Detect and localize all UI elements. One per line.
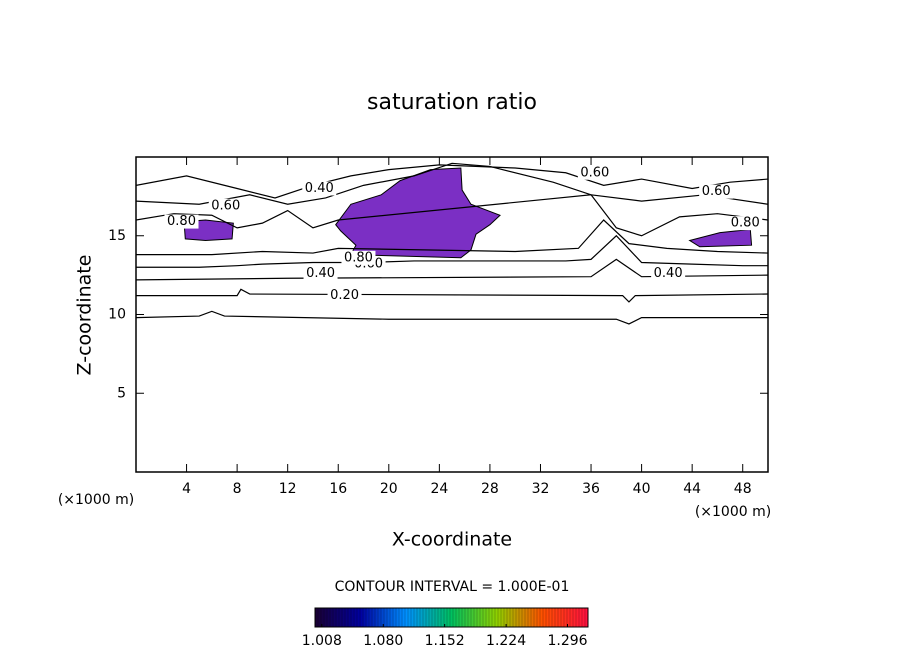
colorbar-tick-label: 1.296 [547, 633, 587, 649]
y-tick-label: 10 [108, 307, 126, 323]
contour-label-bg [208, 198, 243, 213]
chart-title: saturation ratio [367, 90, 537, 115]
x-tick-label: 24 [430, 481, 448, 497]
x-tick-label: 36 [582, 481, 600, 497]
contour-label-bg [327, 288, 362, 303]
contour-line [136, 194, 768, 237]
x-unit: (×1000 m) [695, 504, 771, 520]
contour-label: 0.60 [580, 165, 609, 180]
x-tick-label: 28 [481, 481, 499, 497]
contour-line [136, 162, 768, 205]
colorbar-tick-label: 1.224 [486, 633, 526, 649]
colorbar: 1.008 1.080 1.152 1.224 1.296 [302, 607, 589, 649]
contour-label-bg [728, 216, 763, 231]
x-tick-label: 12 [279, 481, 297, 497]
x-tick-label: 32 [532, 481, 550, 497]
contour-label: 0.40 [305, 181, 334, 196]
contour-interval: CONTOUR INTERVAL = 1.000E-01 [335, 579, 570, 595]
x-tick-label: 4 [182, 481, 191, 497]
filled-region [335, 167, 501, 259]
x-tick-label: 44 [683, 481, 701, 497]
contour-label-bg [164, 214, 199, 229]
y-axis-label: Z-coordinate [74, 255, 96, 376]
contour-line [136, 288, 768, 303]
y-tick-label: 5 [117, 385, 126, 401]
contour-labels: 0.200.400.400.400.600.600.600.600.800.80… [164, 165, 763, 303]
contour-label: 0.80 [344, 250, 373, 265]
x-tick-label: 8 [233, 481, 242, 497]
x-tick-label: 40 [633, 481, 651, 497]
contour-line [136, 310, 768, 325]
filled-region [688, 228, 753, 248]
contour-label: 0.60 [702, 184, 731, 199]
colorbar-fill [314, 607, 589, 628]
contour-label: 0.60 [211, 198, 240, 213]
contour-line [136, 219, 768, 256]
x-tick-label: 16 [329, 481, 347, 497]
contour-label-bg [651, 266, 686, 281]
y-tick-label: 15 [108, 228, 126, 244]
contour-label-bg [303, 266, 338, 281]
x-axis-label: X-coordinate [392, 529, 512, 551]
contour-label: 0.40 [306, 266, 335, 281]
contour-line [136, 234, 768, 268]
contour-label-bg [341, 250, 376, 265]
filled-regions [183, 167, 753, 259]
contour-label-bg [699, 184, 734, 199]
x-tick-label: 48 [734, 481, 752, 497]
colorbar-tick-label: 1.152 [425, 633, 465, 649]
contour-label: 0.80 [167, 214, 196, 229]
contour-label-bg [577, 165, 612, 180]
x-tick-label: 20 [380, 481, 398, 497]
colorbar-tick-label: 1.008 [302, 633, 342, 649]
y-unit: (×1000 m) [58, 492, 134, 508]
colorbar-tick-label: 1.080 [363, 633, 403, 649]
contour-label: 0.40 [654, 266, 683, 281]
contour-label: 0.80 [731, 216, 760, 231]
contour-label-bg [302, 181, 337, 196]
contour-label: 0.20 [330, 288, 359, 303]
